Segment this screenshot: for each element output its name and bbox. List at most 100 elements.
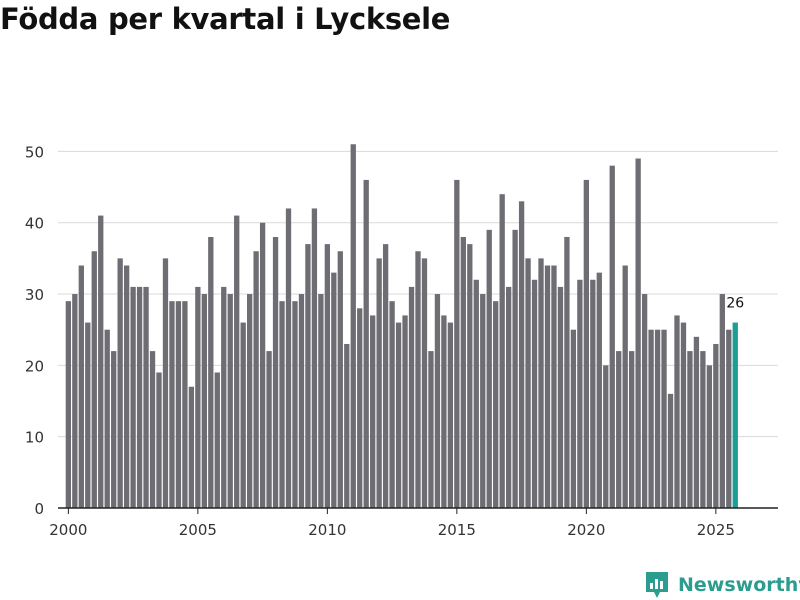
bar: [680, 322, 687, 508]
bar: [395, 322, 402, 508]
tick-labels: 0 10 20 30 40 50 26 2000 2005 2010 2015 2020 2025: [25, 143, 744, 539]
bar: [493, 301, 499, 508]
bar: [654, 329, 661, 508]
bar: [693, 336, 700, 508]
bar: [117, 258, 123, 508]
bar: [564, 236, 570, 508]
bar: [421, 258, 428, 508]
bar: [253, 251, 259, 508]
bar: [227, 294, 233, 508]
bar: [91, 251, 97, 508]
bar: [298, 294, 305, 508]
x-tick-label: 2000: [49, 521, 87, 539]
bar: [350, 144, 356, 508]
bar: [208, 236, 214, 508]
x-tick-label: 2020: [567, 521, 605, 539]
bar: [538, 258, 544, 508]
bar: [136, 286, 143, 508]
bar: [428, 351, 434, 508]
bar: [292, 301, 298, 508]
y-tick-label: 40: [25, 215, 44, 233]
bar-highlighted: [732, 322, 738, 508]
bar: [111, 351, 117, 508]
bar: [201, 294, 207, 508]
y-tick-label: 50: [25, 143, 44, 161]
bar: [130, 286, 136, 508]
bar: [596, 272, 602, 508]
bar: [577, 279, 583, 508]
bar: [434, 294, 441, 508]
bar: [123, 265, 130, 508]
bar: [149, 351, 156, 508]
bar: [156, 372, 162, 508]
bar: [272, 236, 279, 508]
bar: [447, 322, 454, 508]
bar: [104, 329, 110, 508]
bar: [162, 258, 169, 508]
bar: [285, 208, 292, 509]
bar: [143, 286, 149, 508]
bar: [389, 301, 395, 508]
bar: [661, 329, 667, 508]
x-tick-label: 2015: [438, 521, 476, 539]
x-tick-label: 2005: [179, 521, 217, 539]
bar: [344, 343, 350, 508]
bar: [311, 208, 318, 509]
bar: [706, 365, 713, 508]
bar: [247, 294, 253, 508]
bar: [460, 236, 466, 508]
bar: [700, 351, 706, 508]
bar: [525, 258, 531, 508]
bar: [279, 301, 285, 508]
bar: [713, 343, 719, 508]
brand-name: Newsworthy: [678, 574, 800, 596]
newsworthy-brand: Newsworthy: [644, 570, 800, 600]
bar: [641, 294, 648, 508]
bar: [78, 265, 84, 508]
bar: [518, 201, 525, 509]
bar: [182, 301, 188, 508]
bar: [622, 265, 628, 508]
bar: [551, 265, 557, 508]
bar: [544, 265, 551, 508]
bar: [408, 286, 415, 508]
bar: [363, 179, 369, 508]
bar: [259, 222, 266, 508]
bar: [505, 286, 512, 508]
bar: [72, 294, 78, 508]
bar: [266, 351, 272, 508]
y-tick-label: 0: [34, 500, 44, 518]
bar: [467, 244, 473, 508]
y-tick-label: 10: [25, 429, 44, 447]
bar: [480, 294, 486, 508]
bar: [531, 279, 538, 508]
newsworthy-logo-icon: [646, 572, 668, 598]
bar: [221, 286, 227, 508]
bar: [337, 251, 343, 508]
bar: [305, 244, 311, 508]
bar: [609, 165, 615, 508]
bar: [454, 179, 460, 508]
bar: [324, 244, 331, 508]
bar: [402, 315, 408, 508]
bar: [234, 215, 240, 508]
bar: [557, 286, 564, 508]
bar: [719, 294, 725, 508]
bar: [357, 308, 363, 508]
bar: [583, 179, 589, 508]
bar: [499, 194, 505, 509]
bar: [240, 322, 246, 508]
y-tick-label: 20: [25, 357, 44, 375]
bar: [376, 258, 382, 508]
bar: [188, 386, 195, 508]
bar: [331, 272, 337, 508]
x-tick-label: 2010: [308, 521, 346, 539]
bar: [318, 294, 324, 508]
bar: [98, 215, 104, 508]
bar: [687, 351, 693, 508]
bar: [214, 372, 220, 508]
y-tick-label: 30: [25, 286, 44, 304]
bar: [65, 301, 72, 508]
bar: [85, 322, 91, 508]
